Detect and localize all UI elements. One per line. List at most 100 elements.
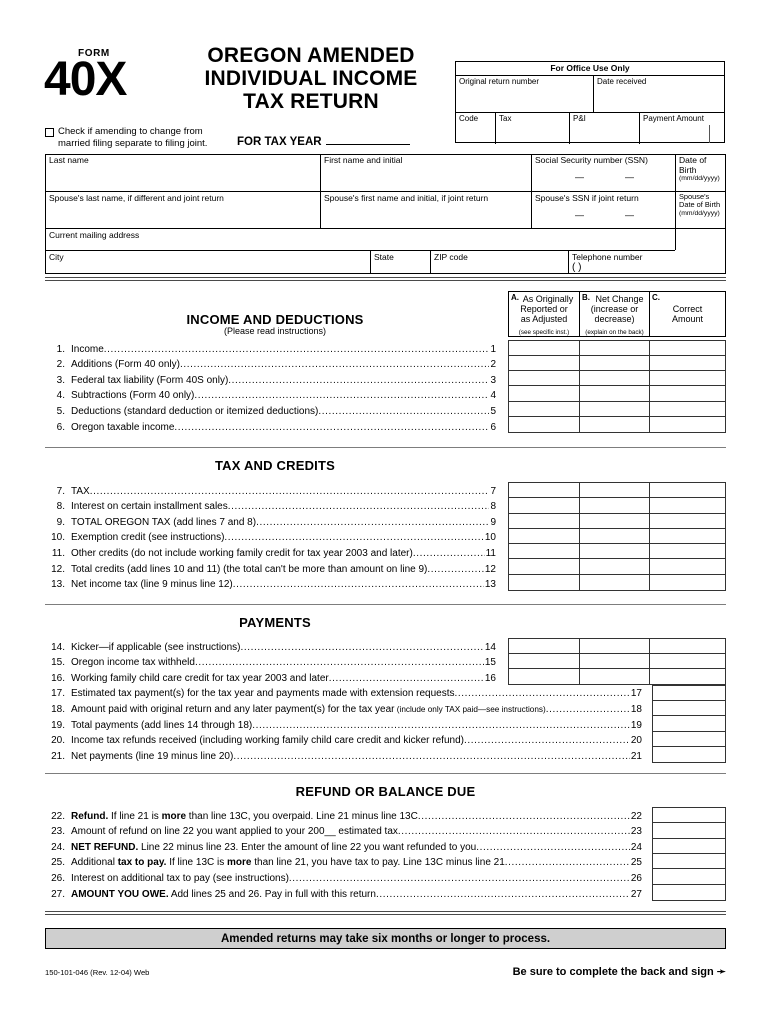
amount-cell-c[interactable] bbox=[653, 747, 725, 762]
grid-rule bbox=[45, 228, 726, 229]
amount-cell-a[interactable] bbox=[509, 639, 580, 653]
amount-cell-b[interactable] bbox=[580, 513, 650, 528]
spouse-last-name-field[interactable]: Spouse's last name, if different and joi… bbox=[46, 192, 320, 228]
complete-back-notice: Be sure to complete the back and sign ➛ bbox=[512, 966, 726, 978]
amount-cell-a[interactable] bbox=[509, 371, 580, 386]
amount-cell-a[interactable] bbox=[509, 528, 580, 544]
last-name-field[interactable]: Last name bbox=[46, 154, 320, 191]
amount-cell-b[interactable] bbox=[580, 386, 650, 401]
tax-year-input[interactable] bbox=[325, 134, 410, 145]
amount-cell-c[interactable] bbox=[650, 529, 725, 543]
form-line-20: 20. Income tax refunds received (includin… bbox=[46, 735, 642, 747]
amount-cell-c[interactable] bbox=[653, 823, 725, 837]
amount-cell-c[interactable] bbox=[650, 559, 725, 573]
amount-cell-a[interactable] bbox=[509, 559, 580, 574]
amount-cell-c[interactable] bbox=[653, 732, 725, 746]
amount-cell-c[interactable] bbox=[650, 639, 725, 653]
amount-cell-b[interactable] bbox=[580, 528, 650, 544]
dob-field[interactable]: Date of Birth (mm/dd/yyyy) bbox=[676, 154, 725, 191]
amending-filing-status-checkbox[interactable] bbox=[45, 128, 54, 137]
spouse-first-name-field[interactable]: Spouse's first name and initial, if join… bbox=[321, 192, 531, 228]
grid-rule bbox=[370, 250, 371, 273]
amount-cell-c[interactable] bbox=[653, 716, 725, 730]
city-field[interactable]: City bbox=[46, 251, 370, 273]
amount-row bbox=[653, 808, 725, 824]
amount-cell-a[interactable] bbox=[509, 498, 580, 513]
leader-dots: ........................................… bbox=[545, 703, 630, 715]
amount-cell-b[interactable] bbox=[580, 416, 650, 432]
office-use-heading: For Office Use Only bbox=[456, 62, 724, 76]
amount-cell-c[interactable] bbox=[653, 701, 725, 715]
state-field[interactable]: State bbox=[371, 251, 430, 273]
form-line-10: 10. Exemption credit (see instructions)..… bbox=[46, 532, 496, 544]
amount-cell-c[interactable] bbox=[653, 854, 725, 868]
amount-cell-c[interactable] bbox=[650, 483, 725, 497]
amount-cell-c[interactable] bbox=[650, 417, 725, 432]
amount-cell-a[interactable] bbox=[509, 386, 580, 401]
amount-cell-b[interactable] bbox=[580, 559, 650, 574]
amount-cell-c[interactable] bbox=[650, 371, 725, 385]
amount-cell-c[interactable] bbox=[653, 869, 725, 883]
line-number: 25. bbox=[51, 857, 65, 869]
line-number: 19. bbox=[51, 719, 65, 731]
telephone-field[interactable]: Telephone number ( ) bbox=[569, 251, 725, 273]
section-divider bbox=[45, 604, 726, 605]
amount-cell-b[interactable] bbox=[580, 574, 650, 590]
section-heading-income: INCOME AND DEDUCTIONS bbox=[186, 312, 364, 327]
pi-field[interactable]: P&I bbox=[570, 113, 640, 144]
amount-cell-c[interactable] bbox=[650, 544, 725, 558]
original-return-number-field[interactable]: Original return number bbox=[456, 76, 594, 112]
amount-cell-a[interactable] bbox=[509, 574, 580, 590]
line-description: Federal tax liability (Form 40S only) bbox=[71, 374, 229, 386]
spouse-dob-field[interactable]: Spouse's Date of Birth (mm/dd/yyyy) bbox=[676, 192, 725, 250]
section-divider bbox=[45, 911, 726, 915]
spouse-ssn-field[interactable]: Spouse's SSN if joint return — — bbox=[532, 192, 675, 228]
amount-cell-c[interactable] bbox=[650, 386, 725, 400]
amount-cell-a[interactable] bbox=[509, 483, 580, 498]
amount-cell-a[interactable] bbox=[509, 513, 580, 528]
amount-cell-a[interactable] bbox=[509, 544, 580, 559]
amount-cell-b[interactable] bbox=[580, 544, 650, 559]
date-received-field[interactable]: Date received bbox=[594, 76, 724, 112]
line-number: 23. bbox=[51, 826, 65, 838]
amount-cell-c[interactable] bbox=[650, 514, 725, 528]
amount-cell-c[interactable] bbox=[650, 654, 725, 668]
amount-cell-b[interactable] bbox=[580, 639, 650, 653]
amount-cell-b[interactable] bbox=[580, 669, 650, 684]
amount-cell-c[interactable] bbox=[653, 808, 725, 822]
line-number-right: 24 bbox=[630, 841, 642, 853]
payment-amount-field[interactable]: Payment Amount bbox=[640, 113, 724, 144]
column-a-letter: A. bbox=[511, 293, 519, 302]
amount-cell-a[interactable] bbox=[509, 401, 580, 416]
code-field[interactable]: Code bbox=[456, 113, 496, 144]
mailing-address-field[interactable]: Current mailing address bbox=[46, 229, 675, 250]
amount-cell-c[interactable] bbox=[650, 341, 725, 355]
amount-cell-a[interactable] bbox=[509, 356, 580, 371]
amount-cell-c[interactable] bbox=[650, 575, 725, 590]
amount-cell-c[interactable] bbox=[650, 498, 725, 512]
amount-cell-a[interactable] bbox=[509, 654, 580, 668]
amount-cell-c[interactable] bbox=[653, 839, 725, 853]
amount-cell-b[interactable] bbox=[580, 341, 650, 356]
amount-grid-refund bbox=[652, 807, 726, 901]
amount-cell-b[interactable] bbox=[580, 498, 650, 513]
amount-cell-b[interactable] bbox=[580, 371, 650, 386]
amount-cell-c[interactable] bbox=[653, 686, 725, 700]
amount-cell-b[interactable] bbox=[580, 356, 650, 371]
amount-cell-b[interactable] bbox=[580, 654, 650, 668]
line-description: Income bbox=[71, 343, 104, 355]
amount-cell-c[interactable] bbox=[650, 669, 725, 684]
tax-field[interactable]: Tax bbox=[496, 113, 570, 144]
amount-cell-c[interactable] bbox=[653, 885, 725, 900]
amount-cell-a[interactable] bbox=[509, 416, 580, 432]
zip-field[interactable]: ZIP code bbox=[431, 251, 568, 273]
amount-cell-b[interactable] bbox=[580, 401, 650, 416]
ssn-field[interactable]: Social Security number (SSN) — — bbox=[532, 154, 675, 191]
line-number: 18. bbox=[51, 703, 65, 715]
first-name-field[interactable]: First name and initial bbox=[321, 154, 531, 191]
amount-cell-b[interactable] bbox=[580, 483, 650, 498]
amount-cell-a[interactable] bbox=[509, 669, 580, 684]
amount-cell-c[interactable] bbox=[650, 402, 725, 416]
amount-cell-a[interactable] bbox=[509, 341, 580, 356]
amount-cell-c[interactable] bbox=[650, 356, 725, 370]
